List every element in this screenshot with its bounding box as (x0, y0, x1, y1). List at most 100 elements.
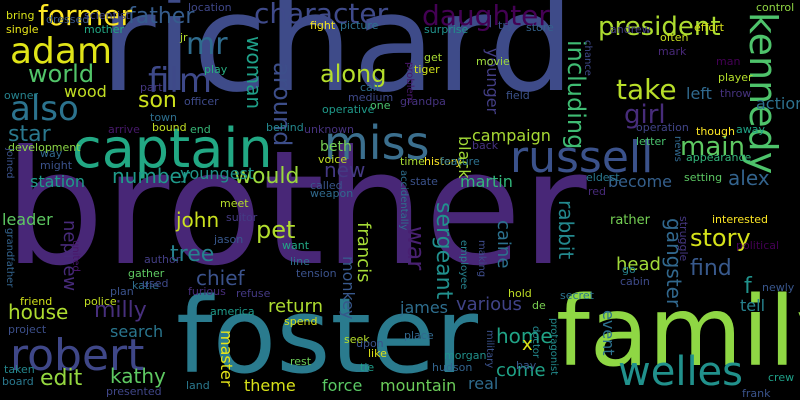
word-making: making (476, 240, 487, 278)
word-head: head (616, 254, 661, 275)
word-andrew: andrew (610, 23, 651, 36)
word-event: event (599, 310, 618, 356)
word-chief: chief (196, 266, 245, 290)
word-weapon: place (404, 329, 434, 342)
word-bound: bound (152, 121, 187, 134)
word-foster: foster (176, 275, 478, 397)
word-rest: rest (290, 355, 312, 368)
word-military: military (484, 330, 495, 369)
word-seek: seek (344, 333, 370, 346)
word-character: character (254, 0, 389, 30)
word-sergeant: sergeant (431, 202, 456, 300)
word-monkey: monkey (339, 256, 358, 320)
word-store: store (526, 21, 554, 34)
word-development: development (8, 141, 81, 154)
word-daughter: daughter (422, 0, 550, 32)
word-plan: plan (110, 285, 134, 298)
word-x: x (522, 334, 533, 355)
word-accidentally: accidentally (398, 170, 409, 231)
word-pet: pet (256, 216, 296, 244)
word-news: news (672, 136, 683, 162)
word-world: world (28, 60, 95, 88)
word-land: land (186, 379, 210, 392)
word-brother: brother (4, 117, 587, 301)
word-dressed: dressed (46, 13, 90, 26)
word-author: author (144, 253, 181, 266)
word-used: used (142, 277, 169, 290)
word-adam: adam (10, 31, 113, 72)
word-problem: problem (404, 62, 415, 104)
word-hold: hold (508, 287, 532, 300)
word-end: end (190, 123, 211, 136)
word-francis: francis (353, 222, 374, 283)
word-united: united (70, 240, 81, 272)
word-board: board (2, 375, 34, 388)
word-crew: crew (768, 371, 795, 384)
word-effort: effort (694, 21, 724, 34)
word-player: player (718, 71, 753, 84)
word-unknown: unknown (304, 123, 354, 136)
word-project: project (8, 323, 47, 336)
word-surprise: surprise (424, 23, 469, 36)
word-tell: tell (740, 296, 766, 315)
word-gather: gather (128, 267, 165, 280)
word-furious: furious (188, 285, 226, 298)
word-line: line (290, 255, 310, 268)
word-operation: operation (636, 121, 689, 134)
word-arrive: arrive (108, 123, 140, 136)
word-try: try (498, 19, 514, 32)
word-film: film (148, 61, 212, 101)
word-friend: friend (20, 295, 53, 308)
word-bring: bring (6, 9, 35, 22)
word-joined: joined (4, 148, 15, 179)
word-might: might (40, 159, 73, 172)
word-home: home (496, 324, 553, 348)
word-woman: woman (242, 36, 266, 110)
word-family: family (556, 276, 800, 388)
word-spend: spend (284, 315, 318, 328)
word-campaign: campaign (472, 126, 551, 145)
word-number: number (112, 164, 191, 188)
word-feature: feature (440, 155, 480, 168)
word-richard: richard (100, 0, 575, 122)
word-father: father (128, 4, 195, 29)
word-part: part (140, 81, 163, 94)
word-edit: edit (40, 366, 83, 391)
word-find: find (690, 256, 732, 281)
word-history: history (424, 155, 462, 168)
word-play: play (204, 63, 228, 76)
word-various: various (456, 294, 522, 315)
word-upon: upon (356, 337, 384, 350)
word-including: including (562, 40, 590, 150)
word-become: become (608, 172, 673, 191)
word-tiger: tiger (414, 63, 440, 76)
word-setting: setting (684, 171, 723, 184)
word-jr: jr (180, 31, 188, 44)
word-presented: presented (106, 385, 162, 398)
word-like: leader (2, 210, 53, 229)
word-political: political (736, 239, 780, 252)
word-house: house (8, 300, 69, 324)
word-control: control (756, 1, 795, 14)
word-new: new (324, 158, 366, 182)
word-grandfather: grandfather (4, 228, 15, 288)
word-chance: chance (582, 40, 593, 76)
word-beth: beth (320, 139, 352, 155)
word-robert: robert (10, 330, 145, 381)
word-refuse: refuse (236, 287, 271, 300)
word-man: man (716, 55, 741, 68)
word-kennedy: kennedy (741, 12, 785, 175)
word-de: de (532, 299, 546, 312)
word-return: return (268, 296, 324, 317)
word-single: single (6, 23, 39, 36)
word-back: back (472, 139, 499, 152)
word-younger: younger (483, 48, 502, 115)
word-interested: interested (712, 213, 768, 226)
word-grandpa: grandpa (400, 95, 446, 108)
word-away: away (736, 123, 765, 136)
word-captain: captain (72, 117, 273, 180)
word-movie: movie (476, 55, 510, 68)
word-mr: mr (186, 27, 228, 62)
word-tie: tie (360, 361, 375, 374)
word-morgan: morgan (444, 349, 487, 362)
